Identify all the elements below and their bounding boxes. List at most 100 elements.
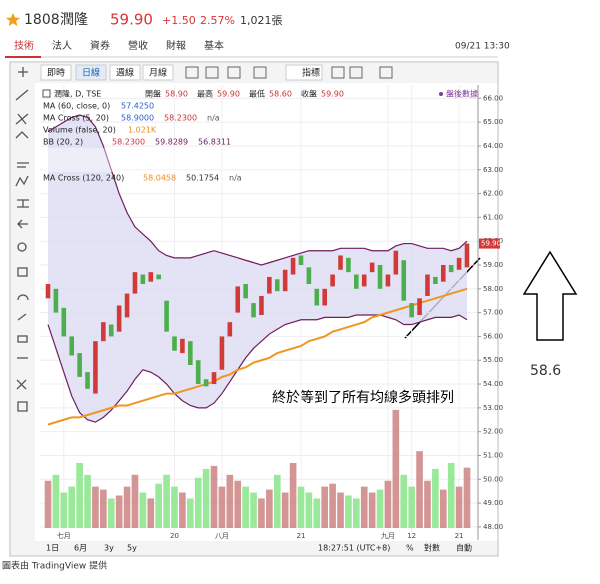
volume-bar [273, 474, 281, 528]
brush-icon[interactable] [15, 131, 29, 139]
x-tick-label: 九月 [381, 531, 395, 540]
volume-bar [266, 489, 273, 528]
candle-body [290, 257, 296, 275]
stock-percent: 2.57% [200, 14, 235, 27]
indicator-value: n/a [207, 114, 220, 123]
trash-icon[interactable] [17, 401, 28, 412]
measure-icon[interactable] [17, 267, 28, 277]
bottom-bar [11, 541, 497, 555]
tab[interactable]: 營收 [128, 39, 148, 52]
toolbar-label: 指標 [302, 67, 320, 79]
toolbar-icon[interactable] [185, 66, 199, 79]
tab[interactable]: 技術 [14, 39, 34, 52]
toolbar-button[interactable] [285, 64, 323, 81]
chart-frame [9, 61, 499, 557]
candle-body [274, 279, 280, 292]
indicator-value: 59.8289 [155, 138, 188, 147]
candle-body [180, 338, 185, 354]
candle-body [45, 284, 51, 299]
x-tick-label: 12 [407, 532, 416, 540]
toolbar-button[interactable] [142, 64, 174, 81]
toolbar-icon[interactable] [349, 66, 363, 79]
last-price-label: 59.90 [481, 240, 501, 248]
volume-bar [60, 492, 68, 528]
pattern-icon[interactable] [15, 175, 29, 187]
stock-name: 潤隆 [60, 12, 88, 28]
faded-rows [42, 148, 192, 172]
stock-price: 59.90 [110, 11, 153, 29]
timestamp: 09/21 13:30 [455, 42, 510, 52]
tab[interactable]: 資券 [90, 39, 110, 52]
volume-bar [392, 409, 400, 528]
candle-body [448, 265, 454, 273]
star-icon[interactable] [6, 13, 20, 26]
x-tick-label: 八月 [215, 532, 229, 540]
line-icon[interactable] [15, 89, 29, 101]
tab[interactable]: 法人 [52, 39, 72, 52]
toolbar-label: 日線 [82, 67, 100, 79]
range-button[interactable]: 1日 [46, 544, 59, 553]
indicator-value: 58.0458 [143, 174, 176, 183]
candle-body [101, 322, 106, 342]
candle-body [354, 274, 359, 289]
volume-bar [250, 492, 257, 528]
indicator-name: MA (60, close, 0) [43, 102, 110, 111]
toolbar-icon[interactable] [205, 66, 219, 79]
candle-body [464, 243, 470, 268]
toolbar-button[interactable] [40, 64, 72, 81]
indicator-value: 50.1754 [186, 174, 219, 183]
volume-bar [289, 463, 297, 528]
band-lower [47, 314, 468, 423]
y-tick-label: 65.00 [483, 118, 503, 126]
tab[interactable]: 基本 [204, 39, 224, 52]
volume-bar [147, 498, 155, 528]
indicator-name: BB (20, 2) [43, 138, 83, 147]
volume-bar [171, 486, 178, 528]
ohlc-value: 59.90 [217, 90, 240, 99]
y-tick-label: 50.00 [483, 475, 503, 483]
toolbar-icon[interactable] [253, 66, 267, 79]
zoom-icon[interactable] [17, 242, 27, 252]
volume-bar [115, 495, 123, 528]
y-tick-label: 66.00 [483, 94, 503, 102]
toolbar-button[interactable] [109, 64, 141, 81]
collapse-box [42, 89, 51, 98]
remove-tools-icon[interactable] [16, 379, 27, 390]
range-button[interactable]: 5y [127, 544, 137, 553]
volume-bar [258, 498, 265, 528]
toolbar-button[interactable] [75, 64, 107, 81]
y-tick-label: 49.00 [483, 499, 503, 507]
range-button[interactable]: 6月 [74, 544, 87, 553]
pitchfork-icon[interactable] [15, 113, 29, 125]
y-tick-label: 53.00 [483, 404, 503, 412]
arrow-icon[interactable] [17, 219, 28, 229]
stock-code: 1808 [24, 12, 60, 28]
tab[interactable]: 財報 [166, 39, 186, 52]
ohlc-label: 收盤 [301, 89, 317, 99]
y-tick-label: 56.00 [483, 332, 503, 340]
toolbar-icon[interactable] [227, 66, 241, 79]
scale-option[interactable]: % [406, 544, 414, 553]
scale-option[interactable]: 自動 [456, 543, 472, 553]
toolbar-icon[interactable] [331, 66, 345, 79]
cursor-icon[interactable] [18, 67, 28, 77]
indicator-value: 57.4250 [121, 102, 154, 111]
candle-body [124, 293, 130, 318]
text-icon[interactable] [17, 162, 29, 168]
last-price-tag [479, 238, 500, 249]
footer: 圖表由 TradingView 提供 [2, 560, 107, 572]
lock-draw-icon[interactable] [17, 313, 27, 321]
scale-option[interactable]: 對數 [424, 543, 440, 553]
range-button[interactable]: 3y [104, 544, 114, 553]
indicator-value: 58.2300 [164, 114, 197, 123]
fib-icon[interactable] [17, 199, 29, 208]
lock-icon[interactable] [17, 335, 28, 343]
toolbar-icon[interactable] [379, 66, 393, 79]
toolbar-label: 週線 [116, 67, 134, 79]
candle-body [164, 300, 169, 332]
candle-body [425, 274, 430, 296]
volume-bar [424, 480, 431, 528]
volume-bar [463, 467, 471, 528]
magnet-icon[interactable] [17, 294, 29, 301]
